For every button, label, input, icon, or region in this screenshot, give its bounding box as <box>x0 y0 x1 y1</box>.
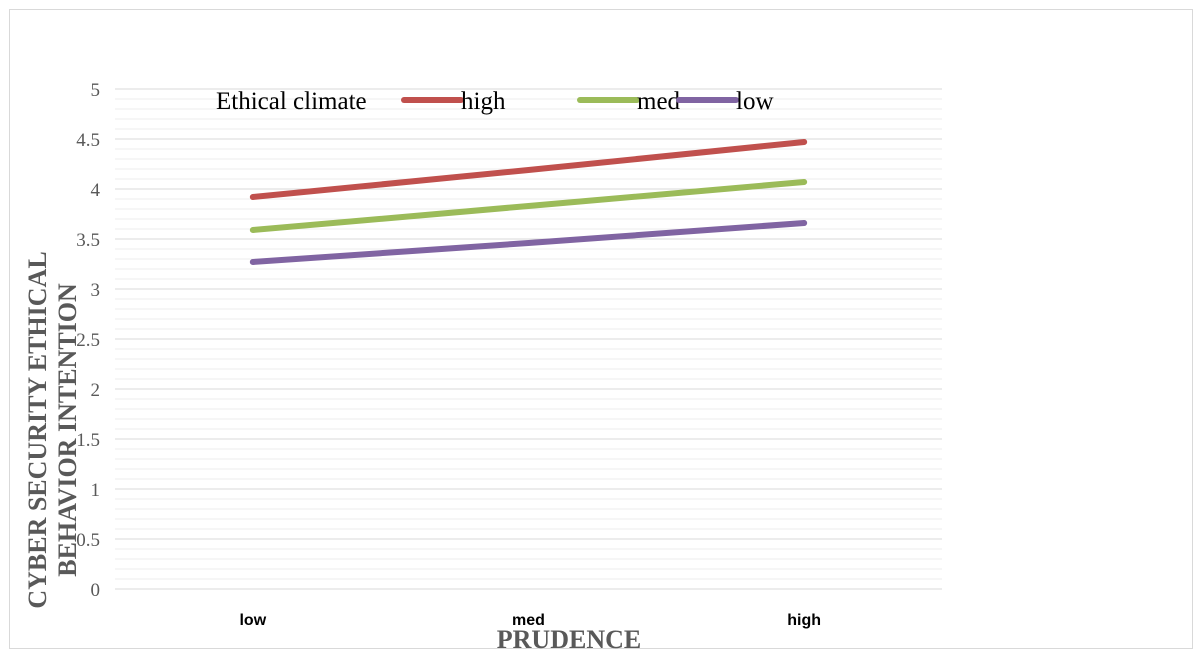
series-line-high <box>249 139 808 200</box>
legend: Ethical climate high med low <box>216 88 774 115</box>
x-axis-title: PRUDENCE <box>497 625 641 654</box>
y-axis-title-line2: BEHAVIOR INTENTION <box>53 283 82 577</box>
legend-label-med: med <box>637 88 681 115</box>
legend-items: high med low <box>401 88 774 115</box>
legend-label-low: low <box>736 88 774 115</box>
series-line-low <box>249 220 808 265</box>
y-tick-label: 1 <box>91 480 101 501</box>
y-tick-label: 3.5 <box>76 230 100 251</box>
y-axis-ticks: 0 0.5 1 1.5 2 2.5 3 3.5 4 4.5 5 <box>76 80 100 601</box>
y-axis-title-line1: CYBER SECURITY ETHICAL <box>23 251 52 608</box>
y-tick-label: 4.5 <box>76 130 100 151</box>
legend-title: Ethical climate <box>216 88 367 115</box>
y-tick-label: 4 <box>91 180 101 201</box>
x-tick-label: med <box>512 612 545 629</box>
y-tick-label: 0 <box>91 580 101 601</box>
y-tick-label: 2 <box>91 380 101 401</box>
legend-label-high: high <box>461 88 506 115</box>
gridlines <box>115 88 942 590</box>
y-tick-label: 5 <box>91 80 101 101</box>
series-line-med <box>249 179 808 233</box>
x-tick-label: low <box>239 612 266 629</box>
y-tick-label: 1.5 <box>76 430 100 451</box>
y-tick-label: 3 <box>91 280 101 301</box>
y-axis-title: CYBER SECURITY ETHICAL BEHAVIOR INTENTIO… <box>23 251 82 608</box>
y-tick-label: 0.5 <box>76 530 100 551</box>
x-tick-label: high <box>787 612 821 629</box>
y-tick-label: 2.5 <box>76 330 100 351</box>
x-axis-ticks: low med high <box>239 612 821 629</box>
series-lines <box>249 139 808 265</box>
